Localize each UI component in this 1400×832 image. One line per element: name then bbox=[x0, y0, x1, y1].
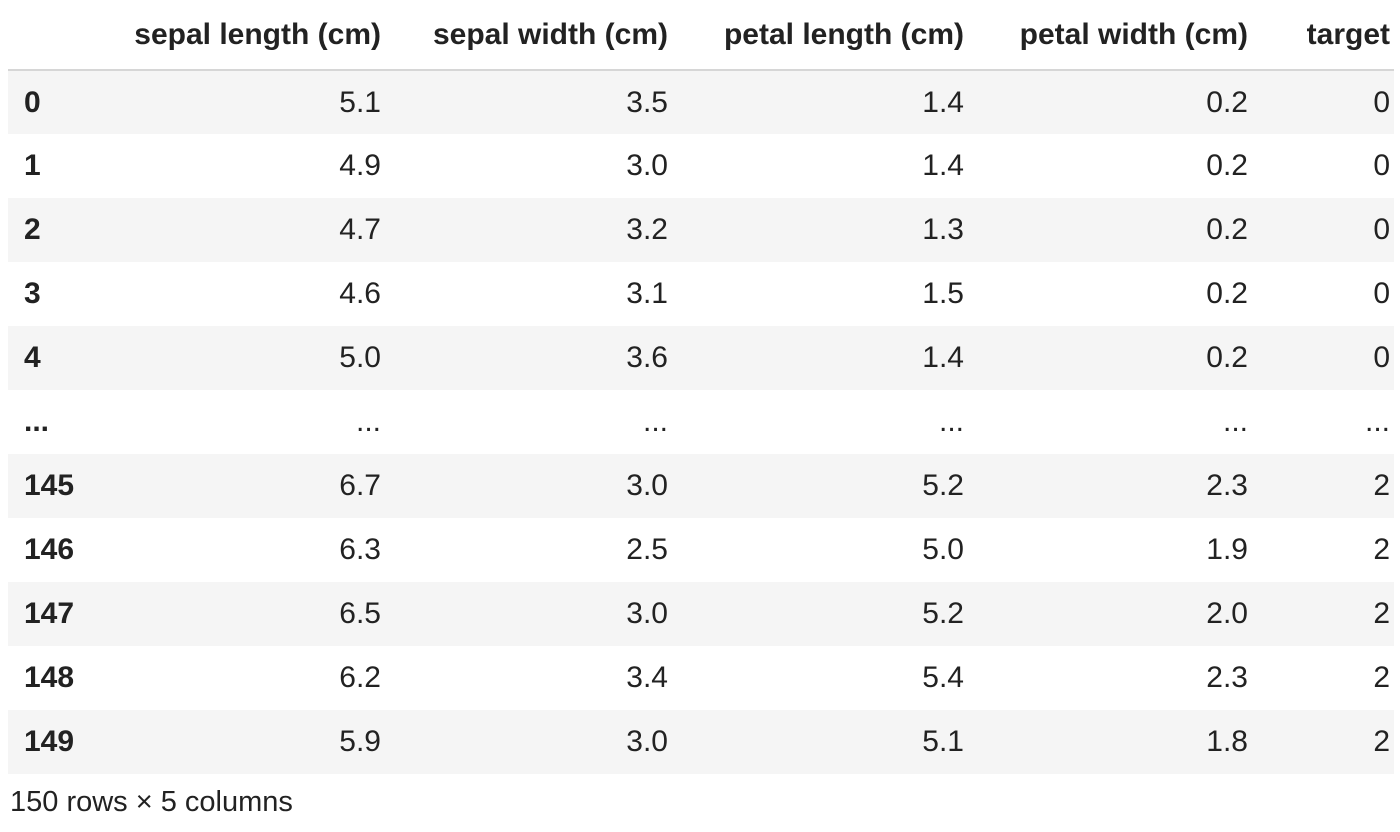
row-index: 149 bbox=[24, 725, 75, 758]
row-index: ... bbox=[24, 405, 50, 438]
table-cell: 2.3 bbox=[1206, 661, 1248, 694]
table-cell: 0 bbox=[1373, 341, 1390, 374]
table-cell: 4.7 bbox=[339, 213, 381, 246]
row-index: 1 bbox=[24, 149, 41, 182]
row-index: 145 bbox=[24, 469, 75, 502]
table-row: 1 4.9 3.0 1.4 0.2 0 bbox=[8, 134, 1394, 198]
table-cell: 6.2 bbox=[339, 661, 381, 694]
table-row: 147 6.5 3.0 5.2 2.0 2 bbox=[8, 582, 1394, 646]
table-cell: ... bbox=[938, 405, 964, 438]
table-cell: 1.4 bbox=[922, 149, 964, 182]
table-cell: 3.0 bbox=[626, 149, 668, 182]
table-cell: 4.6 bbox=[339, 277, 381, 310]
table-cell: 6.7 bbox=[339, 469, 381, 502]
table-cell: 0.2 bbox=[1206, 85, 1248, 119]
table-cell: 6.5 bbox=[339, 597, 381, 630]
table-cell: 5.0 bbox=[339, 341, 381, 374]
row-index: 146 bbox=[24, 533, 75, 566]
table-row: 2 4.7 3.2 1.3 0.2 0 bbox=[8, 198, 1394, 262]
table-cell: 2 bbox=[1373, 661, 1390, 694]
header-row: sepal length (cm) sepal width (cm) petal… bbox=[8, 0, 1394, 71]
table-header: sepal length (cm) sepal width (cm) petal… bbox=[8, 0, 1394, 71]
table-cell: 2.5 bbox=[626, 533, 668, 566]
column-header-petal-width: petal width (cm) bbox=[976, 0, 1260, 71]
column-header-sepal-length: sepal length (cm) bbox=[101, 0, 393, 71]
table-cell: 2 bbox=[1373, 469, 1390, 502]
table-cell: 0.2 bbox=[1206, 149, 1248, 182]
table-cell: 2.3 bbox=[1206, 469, 1248, 502]
table-cell: 1.3 bbox=[922, 213, 964, 246]
table-cell: 3.2 bbox=[626, 213, 668, 246]
dataframe-shape-info: 150 rows × 5 columns bbox=[10, 786, 293, 818]
column-header-target: target bbox=[1260, 0, 1394, 71]
row-index: 148 bbox=[24, 661, 75, 694]
table-cell: 5.9 bbox=[339, 725, 381, 758]
table-row: 149 5.9 3.0 5.1 1.8 2 bbox=[8, 710, 1394, 774]
dataframe-output: sepal length (cm) sepal width (cm) petal… bbox=[8, 0, 1394, 774]
table-cell: 0 bbox=[1373, 277, 1390, 310]
table-cell: ... bbox=[1222, 405, 1248, 438]
table-cell: 3.6 bbox=[626, 341, 668, 374]
table-cell: 3.1 bbox=[626, 277, 668, 310]
table-cell: 1.9 bbox=[1206, 533, 1248, 566]
table-cell: 5.0 bbox=[922, 533, 964, 566]
table-cell: 2.0 bbox=[1206, 597, 1248, 630]
table-cell: 2 bbox=[1373, 725, 1390, 758]
dataframe-table: sepal length (cm) sepal width (cm) petal… bbox=[8, 0, 1394, 774]
table-cell: 5.2 bbox=[922, 597, 964, 630]
table-cell: 0.2 bbox=[1206, 277, 1248, 310]
table-cell: 2 bbox=[1373, 533, 1390, 566]
row-index: 2 bbox=[24, 213, 41, 246]
table-cell: 1.8 bbox=[1206, 725, 1248, 758]
table-row-ellipsis: ... ... ... ... ... ... bbox=[8, 390, 1394, 454]
table-row: 3 4.6 3.1 1.5 0.2 0 bbox=[8, 262, 1394, 326]
row-index: 4 bbox=[24, 341, 41, 374]
table-cell: 6.3 bbox=[339, 533, 381, 566]
table-row: 0 5.1 3.5 1.4 0.2 0 bbox=[8, 70, 1394, 134]
table-cell: ... bbox=[355, 405, 381, 438]
index-header-corner bbox=[8, 0, 101, 71]
table-cell: 3.0 bbox=[626, 597, 668, 630]
table-cell: 0 bbox=[1373, 85, 1390, 119]
table-cell: 3.0 bbox=[626, 725, 668, 758]
table-cell: 5.1 bbox=[339, 85, 381, 119]
table-cell: 1.5 bbox=[922, 277, 964, 310]
row-index: 147 bbox=[24, 597, 75, 630]
table-cell: 2 bbox=[1373, 597, 1390, 630]
row-index: 0 bbox=[24, 85, 41, 119]
row-index: 3 bbox=[24, 277, 41, 310]
table-cell: 4.9 bbox=[339, 149, 381, 182]
table-cell: 3.5 bbox=[626, 85, 668, 119]
table-cell: 5.4 bbox=[922, 661, 964, 694]
table-row: 148 6.2 3.4 5.4 2.3 2 bbox=[8, 646, 1394, 710]
table-cell: 0 bbox=[1373, 149, 1390, 182]
table-cell: ... bbox=[642, 405, 668, 438]
table-cell: 5.1 bbox=[922, 725, 964, 758]
table-cell: 0.2 bbox=[1206, 213, 1248, 246]
column-header-sepal-width: sepal width (cm) bbox=[393, 0, 680, 71]
table-row: 146 6.3 2.5 5.0 1.9 2 bbox=[8, 518, 1394, 582]
table-cell: 3.0 bbox=[626, 469, 668, 502]
column-header-petal-length: petal length (cm) bbox=[680, 0, 976, 71]
table-cell: 0 bbox=[1373, 213, 1390, 246]
table-cell: 5.2 bbox=[922, 469, 964, 502]
table-cell: ... bbox=[1364, 405, 1390, 438]
table-cell: 3.4 bbox=[626, 661, 668, 694]
table-cell: 1.4 bbox=[922, 341, 964, 374]
table-row: 145 6.7 3.0 5.2 2.3 2 bbox=[8, 454, 1394, 518]
table-row: 4 5.0 3.6 1.4 0.2 0 bbox=[8, 326, 1394, 390]
table-body: 0 5.1 3.5 1.4 0.2 0 1 4.9 3.0 1.4 0.2 0 … bbox=[8, 70, 1394, 774]
table-cell: 1.4 bbox=[922, 85, 964, 119]
table-cell: 0.2 bbox=[1206, 341, 1248, 374]
